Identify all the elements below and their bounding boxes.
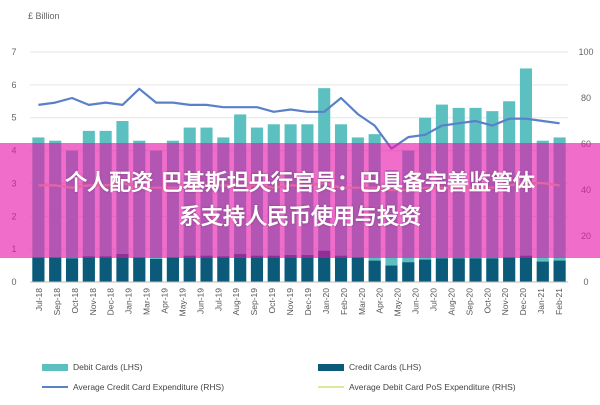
y-left-axis-label: £ Billion [28, 11, 60, 21]
legend-item-avg-credit: Average Credit Card Expenditure (RHS) [42, 382, 224, 392]
x-tick-label: Jul-20 [429, 288, 439, 311]
chart-legend: Debit Cards (LHS) Credit Cards (LHS) Ave… [0, 356, 600, 400]
headline-overlay: 个人配资 巴基斯坦央行官员：巴具备完善监管体 系支持人民币使用与投资 [0, 143, 600, 258]
x-tick-label: Sep-19 [249, 288, 259, 316]
bar-credit [65, 258, 79, 282]
y-right-tick-label: 80 [581, 93, 591, 103]
x-tick-label: Jan-19 [124, 288, 134, 314]
bar-credit [217, 256, 230, 282]
bar-credit [419, 259, 432, 282]
line-avg-credit-expenditure [38, 87, 560, 150]
bar-credit [284, 255, 297, 282]
x-tick-label: Mar-19 [142, 288, 152, 315]
y-left-tick-label: 6 [11, 80, 16, 90]
x-tick-label: Feb-21 [554, 288, 564, 315]
bar-credit [503, 257, 516, 282]
legend-swatch-avg-credit [42, 386, 68, 388]
x-tick-label: May-19 [177, 288, 187, 317]
legend-swatch-credit [318, 363, 344, 371]
legend-swatch-avg-debit [318, 386, 344, 388]
bar-credit [368, 260, 381, 282]
y-left-tick-label: 0 [11, 277, 16, 287]
x-tick-label: Apr-20 [375, 288, 385, 314]
x-tick-label: Sep-20 [464, 288, 474, 316]
legend-label-credit: Credit Cards (LHS) [349, 362, 422, 372]
headline-line-1: 个人配资 巴基斯坦央行官员：巴具备完善监管体 [65, 170, 535, 196]
x-tick-label: Oct-19 [267, 288, 277, 314]
bar-credit [435, 258, 448, 282]
x-tick-label: Aug-20 [446, 288, 456, 316]
x-tick-label: Dec-20 [518, 288, 528, 316]
bar-credit [469, 258, 482, 282]
x-tick-label: Jul-18 [34, 288, 44, 311]
x-tick-label: Nov-19 [285, 288, 295, 316]
bar-credit [519, 255, 533, 282]
bar-credit [49, 257, 62, 282]
bar-credit [334, 255, 348, 282]
headline-line-2: 系支持人民币使用与投资 [178, 204, 421, 230]
x-tick-label: Mar-20 [357, 288, 367, 315]
bar-credit [234, 254, 247, 282]
bar-credit [200, 255, 213, 282]
legend-item-avg-debit: Average Debit Card PoS Expenditure (RHS) [318, 382, 516, 392]
x-tick-label: Oct-20 [482, 288, 492, 314]
legend-swatch-debit [42, 363, 68, 371]
bar-credit [166, 257, 179, 282]
legend-label-debit: Debit Cards (LHS) [73, 362, 143, 372]
x-tick-label: Oct-18 [70, 288, 80, 314]
bar-credit [82, 256, 95, 282]
bar-credit [32, 257, 45, 282]
legend-label-avg-credit: Average Credit Card Expenditure (RHS) [73, 382, 225, 392]
x-tick-label: May-20 [393, 288, 403, 317]
legend-label-avg-debit: Average Debit Card PoS Expenditure (RHS) [349, 382, 516, 392]
bar-credit [553, 260, 566, 282]
bar-credit [536, 261, 549, 282]
x-tick-label: Jan-21 [536, 288, 546, 314]
bar-credit [150, 259, 163, 282]
bar-credit [402, 262, 415, 282]
bar-credit [99, 256, 112, 282]
x-tick-label: Feb-20 [339, 288, 349, 315]
bar-credit [385, 265, 398, 282]
bar-credit [452, 258, 465, 282]
legend-item-credit: Credit Cards (LHS) [318, 362, 421, 372]
x-tick-label: Jan-20 [321, 288, 331, 314]
x-tick-label: Jun-19 [195, 288, 205, 314]
x-tick-label: Dec-19 [303, 288, 313, 316]
y-right-tick-label: 0 [583, 277, 588, 287]
x-tick-label: Jun-20 [411, 288, 421, 314]
x-tick-label: Nov-20 [500, 288, 510, 316]
bar-credit [116, 254, 129, 282]
x-tick-label: Aug-19 [231, 288, 241, 316]
y-left-tick-label: 7 [11, 47, 16, 57]
bar-credit [318, 250, 331, 282]
x-tick-label: Nov-18 [88, 288, 98, 316]
x-tick-label: Dec-18 [106, 288, 116, 316]
bar-credit [301, 255, 314, 282]
bar-credit [486, 258, 499, 282]
x-tick-label: Apr-19 [160, 288, 170, 314]
y-right-tick-label: 100 [578, 47, 593, 57]
bar-credit [183, 255, 196, 282]
legend-item-debit: Debit Cards (LHS) [42, 362, 142, 372]
bar-credit [133, 257, 146, 282]
y-left-tick-label: 5 [11, 113, 16, 123]
x-tick-label: Sep-18 [52, 288, 62, 316]
x-tick-label: Jul-19 [213, 288, 223, 311]
axes: 01234567020406080100Jul-18Sep-18Oct-18No… [11, 47, 593, 316]
bar-credit [250, 255, 264, 282]
bar-credit [351, 257, 364, 282]
bar-credit [267, 255, 280, 282]
